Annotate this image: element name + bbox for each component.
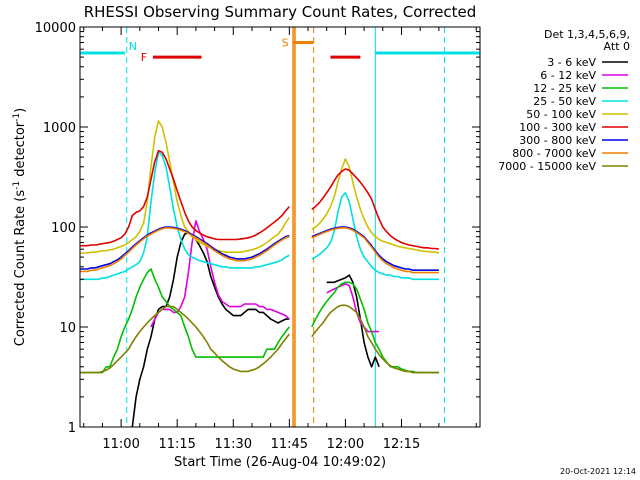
- y-tick-label-2: 100: [51, 221, 76, 236]
- series-line-1-1: [326, 283, 380, 333]
- series-line-5-1: [311, 168, 440, 250]
- legend-label-2: 12 - 25 keV: [533, 82, 596, 95]
- legend-label-1: 6 - 12 keV: [540, 69, 596, 82]
- series-line-3-1: [311, 192, 439, 281]
- series-line-4-0: [80, 120, 290, 254]
- legend-header-attenuator: Att 0: [604, 40, 630, 53]
- x-tick-label-1: 11:15: [158, 437, 195, 452]
- series-line-5-0: [80, 149, 290, 247]
- series-line-6-1: [311, 226, 439, 271]
- y-tick-label-3: 1000: [43, 121, 76, 136]
- series-line-3-0: [80, 151, 290, 281]
- y-tick-label-4: 10000: [35, 21, 76, 36]
- timestamp: 20-Oct-2021 12:14: [560, 467, 636, 476]
- x-tick-label-3: 11:45: [271, 437, 308, 452]
- x-tick-label-5: 12:15: [383, 437, 420, 452]
- series-line-8-1: [311, 304, 439, 374]
- legend-label-6: 300 - 800 keV: [519, 134, 596, 147]
- legend-label-5: 100 - 300 keV: [519, 121, 596, 134]
- legend-label-3: 25 - 50 keV: [533, 95, 596, 108]
- x-tick-label-4: 12:00: [327, 437, 364, 452]
- legend-label-8: 7000 - 15000 keV: [498, 160, 596, 173]
- y-axis: 1 10 100 1000 10000: [35, 21, 480, 436]
- x-axis: 11:00 11:15 11:30 11:45 12:00 12:15: [83, 27, 477, 452]
- series-line-1-0: [150, 220, 290, 328]
- series-line-4-1: [311, 158, 440, 254]
- plot-area: NF S: [79, 27, 480, 428]
- flare-label: F: [141, 51, 147, 64]
- chart-title: RHESSI Observing Summary Count Rates, Co…: [84, 3, 477, 21]
- legend-label-7: 800 - 7000 keV: [512, 147, 596, 160]
- series-line-2-0: [80, 268, 290, 374]
- series-line-7-0: [80, 227, 290, 273]
- y-tick-label-1: 10: [59, 321, 76, 336]
- y-axis-label: Corrected Count Rate (s-1 detector-1): [12, 108, 28, 346]
- legend-header-detectors: Det 1,3,4,5,6,9,: [544, 28, 630, 41]
- saa-label: S: [282, 36, 289, 49]
- series-line-7-1: [311, 227, 439, 274]
- legend-label-4: 50 - 100 keV: [526, 108, 596, 121]
- series-line-0-1: [326, 274, 380, 368]
- series-line-8-0: [80, 305, 290, 374]
- legend-label-0: 3 - 6 keV: [547, 56, 596, 69]
- series-line-6-0: [80, 226, 290, 270]
- night-label: N: [129, 40, 137, 53]
- x-tick-label-2: 11:30: [215, 437, 252, 452]
- x-axis-label: Start Time (26-Aug-04 10:49:02): [174, 455, 386, 470]
- y-tick-label-0: 1: [68, 421, 76, 436]
- x-tick-label-0: 11:00: [102, 437, 139, 452]
